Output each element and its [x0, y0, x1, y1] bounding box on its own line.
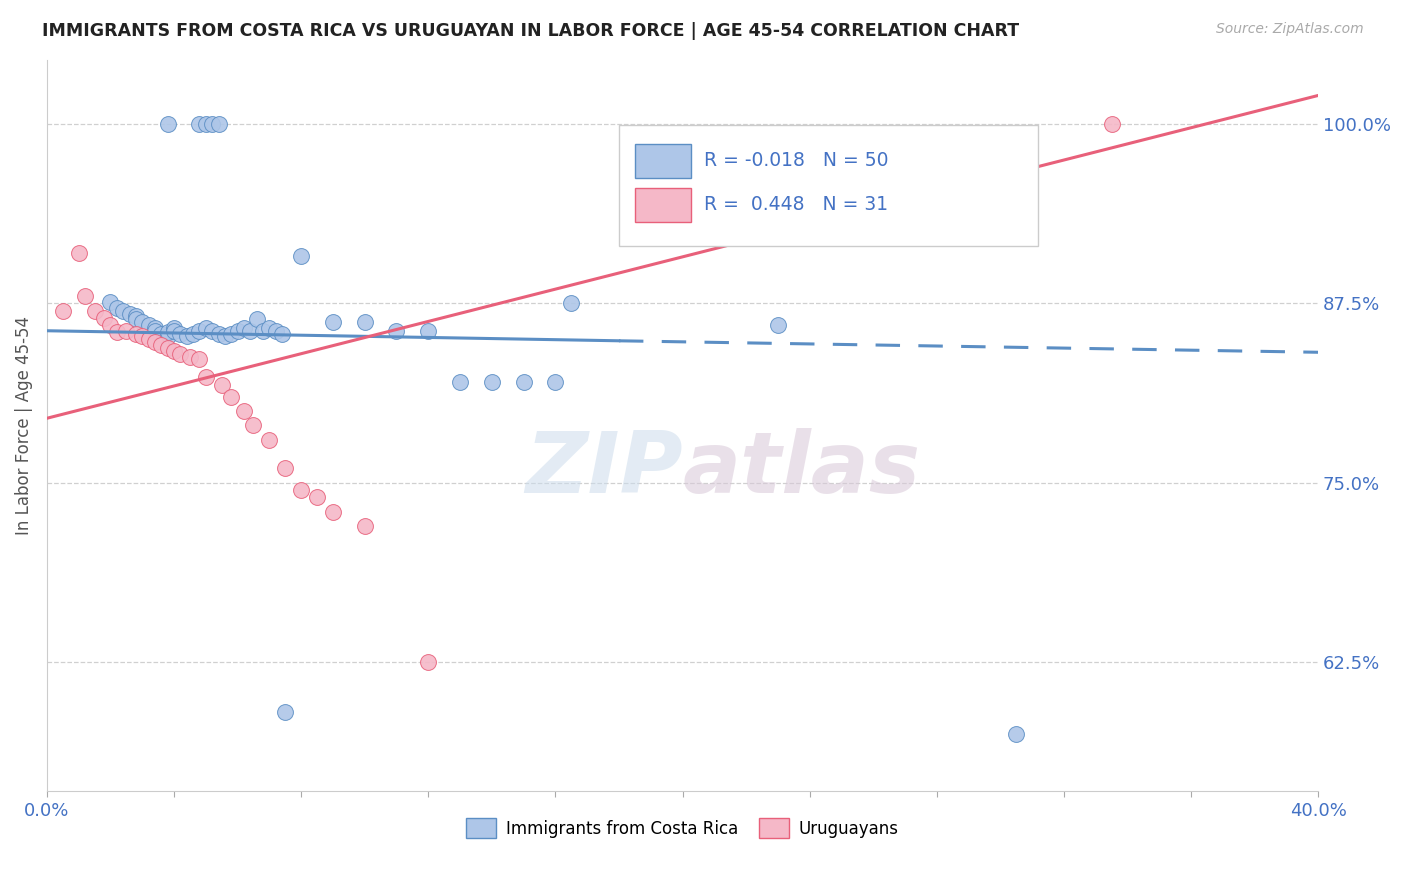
- Point: [105, 301, 128, 315]
- Point: [118, 306, 141, 320]
- Point: [67, 246, 90, 260]
- Point: [290, 249, 312, 263]
- Text: atlas: atlas: [682, 428, 921, 511]
- FancyBboxPatch shape: [619, 126, 1039, 246]
- FancyBboxPatch shape: [636, 188, 692, 222]
- Point: [214, 329, 236, 343]
- Text: IMMIGRANTS FROM COSTA RICA VS URUGUAYAN IN LABOR FORCE | AGE 45-54 CORRELATION C: IMMIGRANTS FROM COSTA RICA VS URUGUAYAN …: [42, 22, 1019, 40]
- Point: [188, 117, 211, 131]
- Point: [188, 352, 211, 367]
- Point: [100, 295, 122, 310]
- Point: [194, 321, 217, 335]
- Point: [156, 329, 179, 343]
- Point: [194, 369, 217, 384]
- Point: [194, 117, 217, 131]
- Point: [93, 310, 115, 325]
- Point: [207, 117, 229, 131]
- Point: [512, 376, 534, 390]
- Point: [131, 315, 153, 329]
- Point: [143, 321, 166, 335]
- Point: [138, 318, 160, 332]
- Point: [246, 312, 269, 326]
- Point: [156, 117, 179, 131]
- Text: R = -0.018   N = 50: R = -0.018 N = 50: [704, 151, 889, 170]
- Point: [156, 341, 179, 355]
- Point: [181, 326, 204, 341]
- Point: [100, 318, 122, 332]
- Point: [264, 324, 287, 338]
- Point: [125, 312, 148, 326]
- FancyBboxPatch shape: [636, 145, 692, 178]
- Point: [242, 418, 264, 433]
- Point: [169, 326, 191, 341]
- Point: [150, 326, 173, 341]
- Point: [73, 289, 96, 303]
- Point: [259, 433, 281, 447]
- Point: [201, 117, 224, 131]
- Text: Source: ZipAtlas.com: Source: ZipAtlas.com: [1216, 22, 1364, 37]
- Point: [232, 321, 254, 335]
- Point: [112, 303, 135, 318]
- Point: [271, 326, 294, 341]
- Point: [156, 325, 179, 339]
- Point: [418, 324, 440, 338]
- Point: [201, 324, 224, 338]
- Point: [143, 335, 166, 350]
- Legend: Immigrants from Costa Rica, Uruguayans: Immigrants from Costa Rica, Uruguayans: [460, 812, 905, 845]
- Point: [179, 350, 201, 364]
- Point: [274, 461, 297, 475]
- Point: [766, 318, 789, 332]
- Text: R =  0.448   N = 31: R = 0.448 N = 31: [704, 195, 889, 214]
- Point: [125, 326, 148, 341]
- Point: [125, 310, 148, 324]
- Point: [163, 343, 186, 358]
- Point: [163, 324, 186, 338]
- Point: [274, 706, 297, 720]
- Point: [449, 376, 471, 390]
- Point: [290, 483, 312, 497]
- Point: [131, 329, 153, 343]
- Point: [115, 324, 138, 338]
- Point: [1005, 727, 1028, 741]
- Point: [322, 315, 344, 329]
- Text: ZIP: ZIP: [524, 428, 682, 511]
- Point: [353, 315, 375, 329]
- Point: [207, 326, 229, 341]
- Point: [169, 347, 191, 361]
- Point: [52, 303, 75, 318]
- Point: [105, 325, 128, 339]
- Point: [1101, 117, 1123, 131]
- Point: [83, 303, 105, 318]
- Point: [219, 390, 242, 404]
- Point: [150, 338, 173, 352]
- Point: [239, 324, 262, 338]
- Point: [252, 324, 274, 338]
- Point: [544, 376, 567, 390]
- Point: [176, 329, 198, 343]
- Point: [219, 326, 242, 341]
- Point: [163, 321, 186, 335]
- Point: [305, 490, 328, 504]
- Point: [232, 404, 254, 418]
- Point: [353, 519, 375, 533]
- Point: [211, 378, 233, 392]
- Point: [188, 324, 211, 338]
- Point: [138, 332, 160, 346]
- Point: [418, 655, 440, 669]
- Point: [481, 376, 503, 390]
- Point: [560, 296, 582, 310]
- Point: [259, 321, 281, 335]
- Point: [226, 324, 249, 338]
- Point: [143, 324, 166, 338]
- Y-axis label: In Labor Force | Age 45-54: In Labor Force | Age 45-54: [15, 316, 32, 535]
- Point: [322, 504, 344, 518]
- Point: [385, 324, 408, 338]
